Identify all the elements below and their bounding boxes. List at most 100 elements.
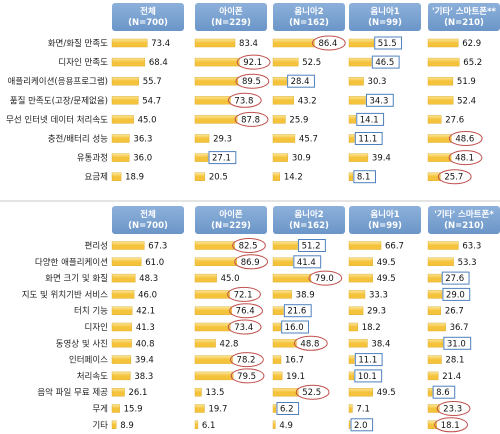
- value-label: 55.7: [143, 77, 162, 87]
- bar: [348, 355, 355, 364]
- category-label: 음악 파일 무료 제공: [37, 387, 108, 398]
- bar: [348, 96, 366, 105]
- bar: [427, 153, 452, 162]
- bar: [427, 115, 442, 124]
- value-label: 49.5: [377, 274, 396, 284]
- value-label: 52.5: [302, 58, 321, 68]
- bar: [427, 339, 444, 348]
- low-value-box: [287, 74, 315, 88]
- bar: [194, 339, 216, 348]
- bar: [348, 388, 373, 397]
- bar: [272, 115, 286, 124]
- bar: [272, 420, 276, 429]
- low-value-box: [442, 287, 471, 301]
- bar: [427, 241, 459, 250]
- high-value-circle: [234, 111, 269, 127]
- value-label: 65.2: [463, 58, 482, 68]
- value-label: 29.3: [367, 307, 386, 317]
- high-value-circle: [227, 92, 262, 108]
- column-header-box: [112, 3, 184, 31]
- value-label: 39.4: [372, 154, 391, 164]
- value-label: 21.4: [442, 372, 461, 382]
- low-value-box: [353, 170, 376, 184]
- high-value-circle: [293, 335, 328, 351]
- high-value-circle: [436, 401, 471, 416]
- bar: [272, 355, 282, 364]
- value-label: 19.7: [208, 405, 227, 415]
- high-value-circle: [295, 384, 330, 400]
- value-label: 48.8: [300, 339, 319, 349]
- bar: [272, 339, 297, 348]
- value-label: 6.1: [202, 421, 216, 431]
- column-header-label: '기타' 스마트폰**: [432, 6, 497, 17]
- bar: [111, 371, 131, 381]
- low-value-box: [365, 93, 394, 107]
- column-header-label: (N=99): [368, 221, 402, 231]
- bar: [272, 38, 315, 48]
- bar: [427, 172, 441, 181]
- bar: [348, 57, 372, 67]
- high-value-circle: [230, 368, 265, 384]
- bar: [111, 57, 146, 67]
- value-label: 23.3: [443, 405, 462, 415]
- bar: [111, 404, 120, 413]
- bar: [272, 388, 299, 397]
- low-value-box: [350, 418, 374, 432]
- value-label: 25.7: [444, 173, 463, 183]
- high-value-circle: [236, 54, 271, 70]
- low-value-box: [276, 402, 300, 415]
- category-label: 기타: [92, 421, 108, 431]
- category-label: 터치 기능: [74, 307, 108, 317]
- bar: [194, 115, 238, 124]
- bar: [111, 153, 130, 162]
- column-header-box: [349, 206, 421, 234]
- bar: [272, 322, 281, 332]
- value-label: 79.0: [315, 274, 334, 284]
- value-label: 18.1: [441, 421, 460, 431]
- value-label: 26.1: [129, 388, 148, 398]
- high-value-circle: [448, 131, 483, 146]
- low-value-box: [354, 132, 383, 145]
- bar: [111, 257, 142, 266]
- value-label: 36.7: [450, 323, 469, 333]
- bar: [111, 290, 135, 299]
- value-label: 49.5: [377, 388, 396, 398]
- value-label: 27.1: [212, 154, 231, 164]
- high-value-circle: [308, 270, 343, 286]
- bar: [272, 172, 281, 181]
- bar: [348, 290, 366, 299]
- column-header-box: [195, 3, 267, 31]
- column-header-box: [428, 3, 500, 31]
- bar: [111, 355, 132, 364]
- value-label: 40.8: [136, 339, 155, 349]
- bar: [272, 241, 298, 250]
- bar: [427, 273, 442, 283]
- bar: [194, 273, 217, 283]
- bar: [111, 388, 125, 397]
- value-label: 87.8: [241, 115, 260, 125]
- category-label: 인터페이스: [69, 355, 108, 366]
- value-label: 19.1: [286, 372, 305, 382]
- bar: [348, 306, 364, 315]
- column-header-label: 옴니아2: [294, 6, 323, 17]
- bar: [194, 96, 231, 105]
- category-label: 처리속도: [77, 372, 108, 382]
- low-value-box: [283, 304, 312, 318]
- column-header-label: (N=229): [211, 221, 251, 231]
- column-header-label: 아이폰: [219, 209, 243, 220]
- high-value-circle: [227, 286, 261, 302]
- low-value-box: [281, 320, 309, 334]
- value-label: 72.1: [234, 290, 253, 300]
- bar: [272, 257, 294, 266]
- bar: [111, 115, 134, 124]
- bar: [348, 322, 358, 332]
- value-label: 15.9: [124, 405, 143, 415]
- column-header-label: 옴니아1: [370, 6, 399, 17]
- column-header-box: [195, 206, 267, 234]
- bar: [194, 76, 239, 86]
- bar: [194, 420, 199, 429]
- bar: [427, 290, 443, 299]
- value-label: 92.1: [243, 58, 262, 68]
- value-label: 86.9: [241, 258, 260, 268]
- value-label: 83.4: [239, 39, 258, 49]
